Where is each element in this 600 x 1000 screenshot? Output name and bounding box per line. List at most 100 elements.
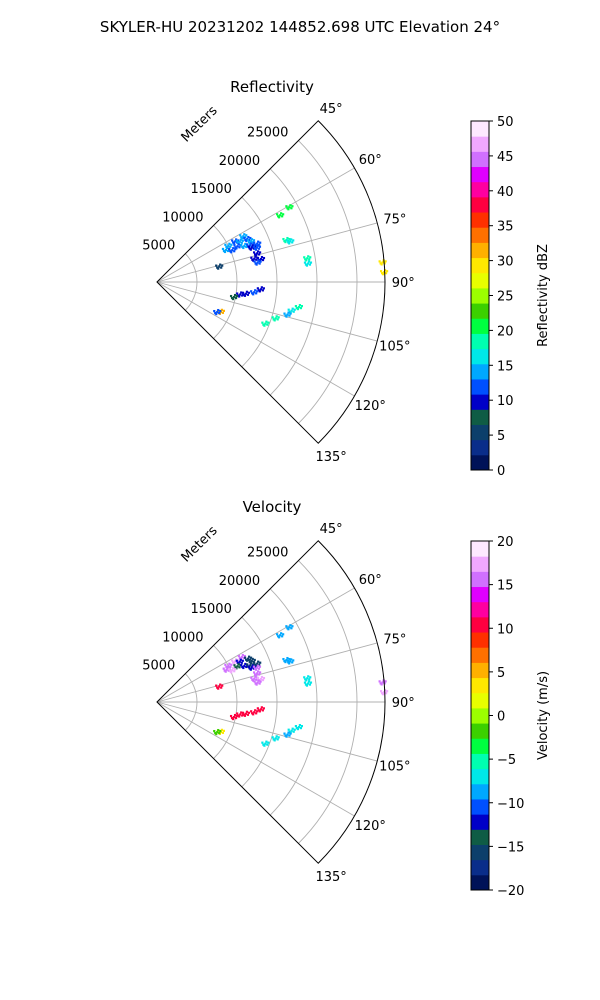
range-tick-label: 5000 [142, 659, 175, 674]
colorbar-swatch [471, 394, 489, 410]
echo-gate [379, 689, 389, 696]
azimuth-tick-label: 135° [315, 450, 346, 465]
colorbar-swatch [471, 541, 489, 557]
polar-plot: 45° 60° 75° 90° 105° 120° 135° 5000 10000 15000 20… [142, 522, 415, 885]
colorbar-tick-label: −10 [497, 797, 524, 812]
colorbar-swatch [471, 586, 489, 603]
polar-plot: 45° 60° 75° 90° 105° 120° 135° 5000 10000 15000 20… [142, 102, 415, 465]
echo-gate [250, 709, 259, 716]
colorbar-swatch [471, 768, 489, 785]
colorbar-swatch [471, 439, 489, 456]
azimuth-tick-label: 105° [379, 340, 410, 355]
colorbar-swatch [471, 738, 489, 754]
colorbar-tick-label: 25 [497, 290, 514, 305]
colorbar-tick-label: 0 [497, 710, 505, 725]
colorbar-swatch [471, 287, 489, 304]
echo-gate [229, 293, 239, 301]
velocity-panel: Velocity 45°60°75°90°105°120°135°5000100… [142, 498, 551, 899]
echo-gate [228, 667, 237, 674]
echo-gate [236, 711, 245, 718]
azimuth-spoke [156, 701, 355, 817]
colorbar-swatch [471, 424, 489, 441]
colorbar-tick-label: 15 [497, 359, 514, 374]
azimuth-spoke [156, 281, 378, 342]
echo-gate [228, 247, 237, 254]
reflectivity-panel: Reflectivity 45°60°75°90°105°120°135°500… [142, 78, 551, 479]
echo-gate [294, 724, 304, 731]
azimuth-tick-label: 60° [359, 573, 382, 588]
echo-gate [256, 706, 265, 713]
colorbar-tick-label: 5 [497, 666, 505, 681]
echo-gate [285, 624, 294, 631]
range-tick-label: 10000 [162, 210, 203, 225]
azimuth-spoke [156, 222, 378, 283]
range-tick-label: 25000 [247, 546, 288, 561]
colorbar-swatch [471, 318, 489, 334]
azimuth-tick-label: 90° [392, 276, 415, 291]
echo-gate [236, 291, 245, 298]
echo-gate [261, 320, 270, 327]
colorbar-swatch [471, 874, 489, 891]
echo-gate [215, 683, 224, 690]
colorbar-swatch [471, 333, 489, 350]
colorbar-tick-label: −5 [497, 753, 516, 768]
echo-gate [303, 675, 312, 682]
colorbar-swatch [471, 707, 489, 724]
colorbar-swatch [471, 272, 489, 289]
azimuth-tick-label: 75° [383, 632, 406, 647]
plot-frame [156, 540, 386, 864]
echo-gate [256, 286, 265, 293]
azimuth-spoke [156, 587, 355, 703]
colorbar-tick-label: 20 [497, 324, 514, 339]
colorbar-label: Velocity (m/s) [536, 671, 551, 760]
echo-gate [213, 308, 222, 316]
colorbar-swatch [471, 601, 489, 618]
colorbar-swatch [471, 121, 489, 137]
panel-title: Reflectivity [230, 78, 314, 96]
colorbar-swatch [471, 571, 489, 588]
azimuth-tick-label: 120° [355, 399, 386, 414]
colorbar-swatch [471, 798, 489, 815]
colorbar-swatch [471, 212, 489, 228]
colorbar-swatch [471, 166, 489, 183]
colorbar-tick-label: −15 [497, 840, 524, 855]
colorbar-swatch [471, 814, 489, 830]
echo-gate [286, 238, 295, 245]
echo-gate [276, 632, 285, 639]
range-tick-label: 20000 [219, 154, 260, 169]
range-tick-label: 15000 [190, 182, 231, 197]
echo-gate [213, 728, 222, 736]
colorbar-swatch [471, 454, 489, 471]
colorbar-swatch [471, 363, 489, 380]
azimuth-tick-label: 105° [379, 760, 410, 775]
echo-gate [253, 679, 262, 686]
colorbar-label: Reflectivity dBZ [536, 244, 551, 347]
colorbar-tick-label: 0 [497, 464, 505, 479]
colorbar-swatch [471, 556, 489, 572]
colorbar-tick-label: 30 [497, 255, 514, 270]
echo-gate [229, 713, 239, 721]
colorbar-tick-label: 5 [497, 429, 505, 444]
echo-gate [378, 679, 387, 686]
colorbar-swatch [471, 303, 489, 319]
azimuth-tick-label: 90° [392, 696, 415, 711]
colorbar-swatch [471, 753, 489, 770]
echo-gate [283, 311, 292, 318]
echo-gate [243, 235, 252, 243]
range-tick-label: 10000 [162, 630, 203, 645]
colorbar-swatch [471, 348, 489, 365]
echo-gate [253, 240, 262, 247]
echo-gate [252, 250, 262, 257]
colorbar-swatch [471, 844, 489, 861]
range-axis-label: Meters [179, 523, 221, 565]
colorbar-tick-label: 35 [497, 220, 514, 235]
echo-gate [378, 259, 387, 266]
colorbar-swatch [471, 242, 489, 259]
azimuth-spoke [156, 167, 355, 283]
echo-gate [252, 664, 262, 671]
plot-frame [156, 120, 386, 444]
colorbar-swatch [471, 409, 489, 425]
colorbar-swatch [471, 257, 489, 274]
colorbar-tick-label: 50 [497, 115, 514, 130]
